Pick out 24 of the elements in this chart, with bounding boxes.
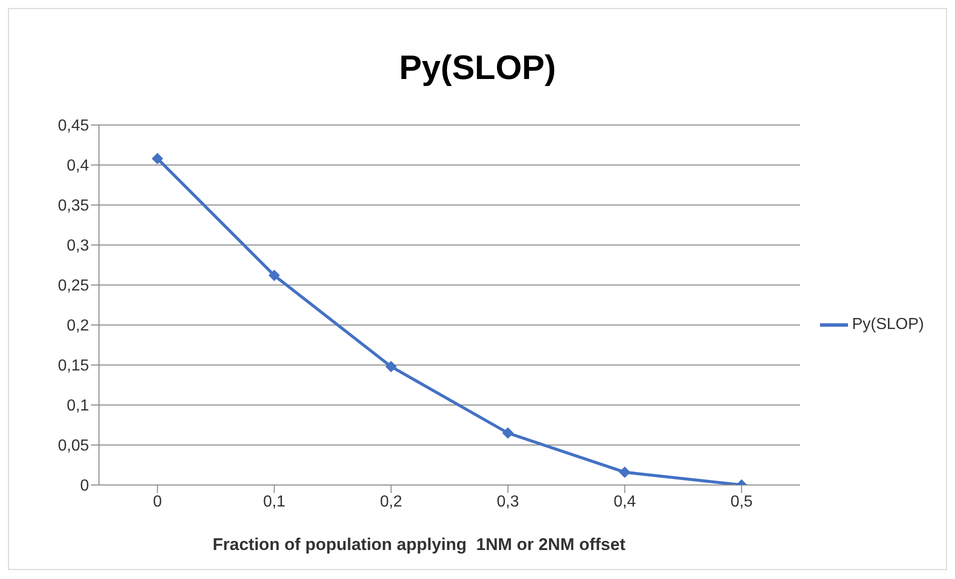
x-tick-label: 0,1	[263, 493, 286, 510]
chart-title: Py(SLOP)	[398, 49, 557, 88]
y-tick-label: 0,45	[58, 118, 90, 135]
x-tick-label: 0,5	[730, 493, 753, 510]
y-tick-label: 0	[80, 478, 90, 495]
point	[502, 428, 514, 438]
x-axis-title: Fraction of population applying 1NM or 2NM offset	[212, 535, 626, 555]
y-tick-label: 0,35	[58, 198, 90, 215]
x-tick-label: 0	[152, 493, 162, 510]
x-tick-label: 0,2	[380, 493, 402, 510]
x-tick-label: 0,4	[614, 493, 636, 510]
legend-label: Py(SLOP)	[852, 316, 924, 334]
y-tick-label: 0,05	[58, 438, 90, 455]
y-tick-label: 0,25	[58, 278, 90, 295]
y-tick-label: 0,1	[66, 398, 90, 415]
y-tick-label: 0,15	[58, 358, 90, 375]
x-tick-label: 0,3	[496, 493, 520, 510]
y-tick-label: 0,4	[66, 158, 90, 175]
point	[386, 361, 397, 372]
point	[619, 466, 630, 478]
point	[268, 270, 280, 281]
y-tick-label: 0,2	[66, 318, 90, 335]
y-tick-label: 0,3	[66, 238, 90, 255]
point	[152, 153, 163, 164]
